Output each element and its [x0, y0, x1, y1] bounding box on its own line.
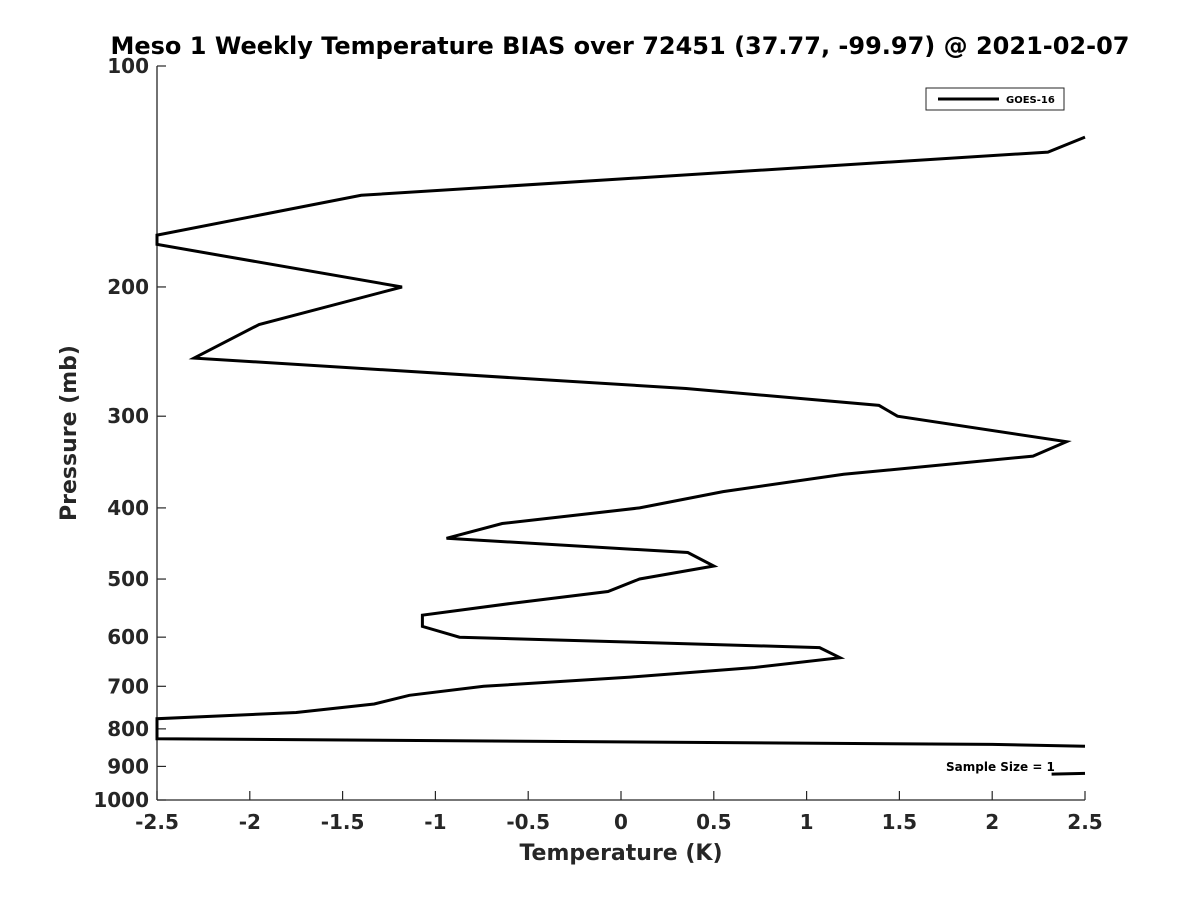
x-tick-label: 0 — [614, 810, 628, 834]
x-tick-label: -2 — [239, 810, 261, 834]
x-tick-label: -2.5 — [135, 810, 179, 834]
x-ticks: -2.5 -2 -1.5 -1 -0.5 0 0.5 1 1.5 2 2.5 — [135, 791, 1103, 834]
legend-label-goes-16: GOES-16 — [1006, 95, 1055, 106]
x-tick-label: -1 — [424, 810, 446, 834]
x-axis-label: Temperature (K) — [519, 841, 722, 866]
y-tick-label: 100 — [107, 54, 149, 78]
chart-title: Meso 1 Weekly Temperature BIAS over 7245… — [110, 32, 1129, 60]
x-tick-label: 2 — [985, 810, 999, 834]
y-ticks: 100 200 300 400 500 600 700 800 900 1000 — [93, 54, 166, 812]
y-axis-label: Pressure (mb) — [57, 345, 82, 521]
x-tick-label: 1 — [800, 810, 814, 834]
plot-frame — [156, 66, 1085, 801]
annotation: Sample Size = 1 — [946, 760, 1086, 776]
series-line-goes-16 — [155, 135, 1086, 748]
x-tick-label: -0.5 — [506, 810, 550, 834]
y-tick-label: 600 — [107, 625, 149, 649]
x-tick-label: 0.5 — [696, 810, 731, 834]
y-tick-label: 1000 — [93, 788, 149, 812]
x-tick-label: -1.5 — [321, 810, 365, 834]
y-tick-label: 300 — [107, 404, 149, 428]
sample-size-text: Sample Size = 1 — [946, 760, 1055, 774]
x-tick-label: 2.5 — [1067, 810, 1102, 834]
y-tick-label: 800 — [107, 717, 149, 741]
legend: GOES-16 — [925, 87, 1065, 111]
y-tick-label: 900 — [107, 754, 149, 778]
sample-size-line — [1051, 771, 1086, 776]
x-tick-label: 1.5 — [882, 810, 917, 834]
y-tick-label: 500 — [107, 567, 149, 591]
y-tick-label: 400 — [107, 496, 149, 520]
y-tick-label: 200 — [107, 275, 149, 299]
series-layer — [155, 135, 1086, 748]
y-tick-label: 700 — [107, 674, 149, 698]
